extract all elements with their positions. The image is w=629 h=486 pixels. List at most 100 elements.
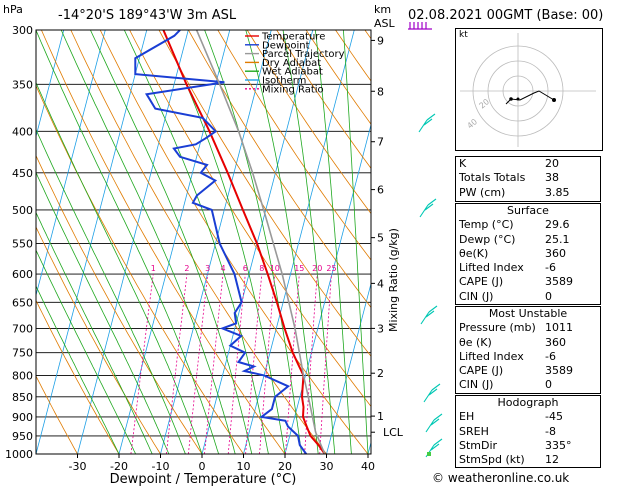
legend-entry: Parcel Trajectory: [262, 49, 345, 60]
dry-adiabat-line: [99, 30, 369, 454]
wet-adiabat-line: [36, 211, 153, 454]
legend-entry: Temperature: [261, 32, 325, 43]
height-tick-label: 9: [377, 34, 384, 47]
plot-frame: [35, 29, 372, 455]
mixing-ratio-label: 25: [326, 264, 336, 273]
stability-indices-panel: K 20 Totals Totals 38 PW (cm) 3.85: [455, 156, 601, 202]
hodograph-plot: 20 40: [460, 33, 596, 147]
most-unstable-row: Pressure (mb) 1011: [459, 321, 573, 335]
dry-adiabat-line: [246, 30, 371, 215]
dewpoint-line: [134, 30, 308, 454]
credit-text: © weatheronline.co.uk: [432, 471, 570, 485]
hodograph-unit-label: kt: [459, 30, 468, 40]
most-unstable-panel: Most Unstable Pressure (mb) 1011 θe (K) 36…: [455, 306, 601, 394]
temperature-tick-label: -30: [69, 460, 87, 473]
hodograph-trace: [505, 90, 555, 105]
legend-entry: Dry Adiabat: [262, 58, 321, 69]
mixing-ratio-line: [285, 274, 300, 454]
mixing-ratio-line: [245, 274, 263, 454]
dry-adiabat-line: [158, 30, 371, 357]
dry-adiabat-line: [394, 30, 450, 454]
isotherm-line: [77, 30, 189, 454]
wind-barb: [418, 113, 436, 133]
surface-row: Temp (°C) 29.6: [459, 218, 570, 232]
hodograph-table-row: StmDir 335°: [459, 438, 572, 452]
hodograph-panel: kt 20 40: [455, 28, 603, 151]
legend-entry: Dewpoint: [262, 40, 310, 51]
sounding-datetime: 02.08.2021 00GMT (Base: 00): [408, 8, 604, 23]
surface-row: θe(K) 360: [459, 246, 566, 260]
pressure-tick-label: 350: [12, 78, 33, 91]
mixing-ratio-label: 2: [184, 264, 189, 273]
isotherm-line: [243, 30, 355, 454]
dry-adiabat-line: [36, 375, 78, 454]
mixing-ratio-line: [188, 274, 209, 454]
hodograph-point: [552, 98, 556, 102]
isotherm-line: [118, 30, 231, 454]
km-label: km: [374, 3, 391, 16]
wet-adiabat-line: [36, 30, 219, 454]
hodograph-table-panel: Hodograph EH -45 SREH -8 StmDir 335° StmSpd…: [455, 395, 601, 468]
wet-adiabat-line: [36, 81, 203, 454]
pressure-tick-label: 1000: [5, 448, 33, 461]
skewt-diagram: 1 2 3 4 6 8 10 15 20 25 3003504004505005506006507…: [3, 3, 450, 486]
temperature-tick-label: 40: [361, 460, 375, 473]
temperature-tick-label: -20: [110, 460, 128, 473]
mixing-ratio-label: 20: [312, 264, 322, 273]
mixing-ratio-label: 6: [243, 264, 248, 273]
height-tick-label: 4: [377, 277, 384, 290]
station-location: -14°20'S 189°43'W 3m ASL: [58, 8, 237, 23]
mixing-ratio-label: 15: [294, 264, 304, 273]
wet-adiabat-line: [90, 30, 253, 454]
wet-adiabat-line: [343, 30, 369, 454]
surface-title: Surface: [507, 204, 549, 217]
mixing-ratio-line: [204, 274, 224, 454]
parcel-trajectory-line: [195, 30, 326, 454]
surface-row: Dewp (°C) 25.1: [459, 232, 570, 246]
dry-adiabat-line: [36, 299, 120, 454]
pressure-tick-label: 750: [12, 347, 33, 360]
hodograph-point: [516, 97, 520, 101]
mixing-ratio-label: 10: [270, 264, 280, 273]
isotherm-line: [36, 30, 148, 454]
wind-barb: [419, 198, 437, 218]
dry-adiabat-line: [36, 226, 161, 454]
pressure-tick-label: 400: [12, 125, 33, 138]
mixing-ratio-axis-title: Mixing Ratio (g/kg): [387, 228, 400, 332]
temperature-tick-label: 20: [278, 460, 292, 473]
index-row: Totals Totals 38: [459, 171, 559, 185]
pressure-tick-label: 500: [12, 204, 33, 217]
height-tick-label: 8: [377, 85, 384, 98]
pressure-tick-label: 850: [12, 391, 33, 404]
surface-row: Lifted Index -6: [459, 261, 556, 275]
most-unstable-row: CIN (J) 0: [459, 378, 552, 392]
dry-adiabat-line: [276, 30, 371, 169]
hpa-label: hPa: [3, 3, 23, 16]
height-tick-label: 7: [377, 136, 384, 149]
legend-entry: Isotherm: [262, 76, 306, 87]
mixing-ratio-line: [227, 274, 246, 454]
wet-adiabat-line: [282, 30, 336, 454]
wet-adiabat-line: [36, 285, 120, 454]
pressure-tick-label: 950: [12, 430, 33, 443]
pressure-tick-label: 450: [12, 167, 33, 180]
height-tick-label: 2: [377, 367, 384, 380]
mixing-ratio-label: 1: [151, 264, 156, 273]
wind-barb: [420, 305, 438, 325]
surface-wind-marker: [427, 452, 431, 456]
mixing-ratio-line: [319, 274, 332, 454]
wet-adiabat-line: [162, 30, 286, 454]
isotherm-line: [36, 30, 65, 138]
legend-entry: Wet Adiabat: [262, 67, 323, 78]
pressure-tick-label: 600: [12, 268, 33, 281]
pressure-tick-label: 800: [12, 369, 33, 382]
pressure-tick-label: 650: [12, 296, 33, 309]
surface-panel: Surface Temp (°C) 29.6 Dewp (°C) 25.1 θe(K…: [455, 203, 601, 305]
mixing-ratio-label: 8: [259, 264, 264, 273]
hodograph-table-row: SREH -8: [459, 424, 556, 438]
mixing-ratio-label: 3: [205, 264, 210, 273]
pressure-tick-label: 300: [12, 24, 33, 37]
wind-barb: [425, 413, 443, 433]
mixing-ratio-label: 4: [220, 264, 225, 273]
hodograph-ring-label: 40: [466, 117, 480, 130]
